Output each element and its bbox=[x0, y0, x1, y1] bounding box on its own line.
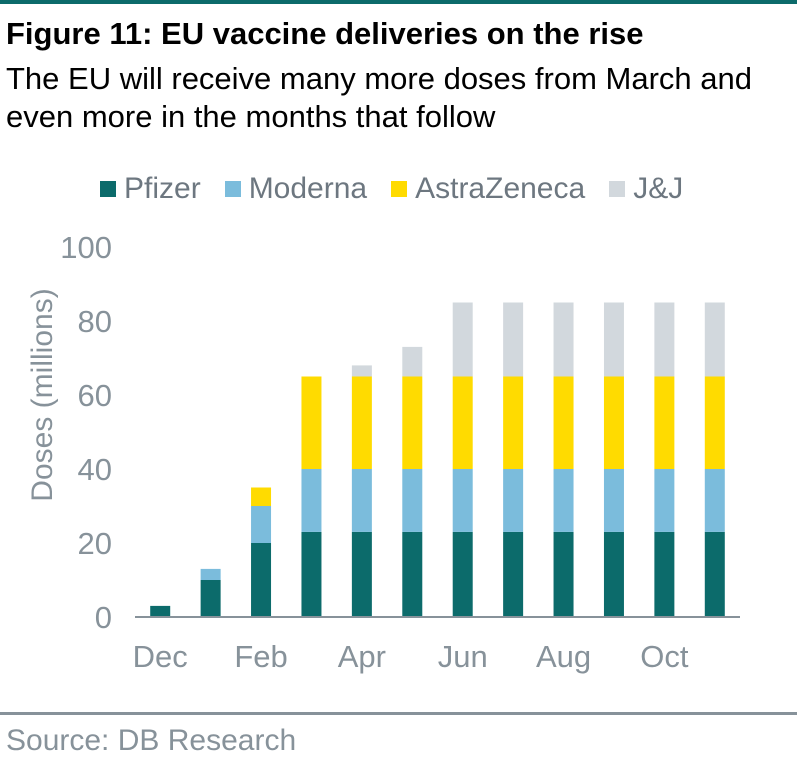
x-tick-label: Apr bbox=[338, 639, 386, 674]
bar-segment-astrazeneca-oct bbox=[654, 376, 675, 469]
legend-label-astrazeneca: AstraZeneca bbox=[415, 172, 586, 205]
bar-segment-moderna-may bbox=[402, 469, 423, 532]
legend-swatch-jj bbox=[609, 181, 626, 197]
bar-segment-pfizer-dec bbox=[150, 605, 171, 617]
y-axis-ticks: 0 20 40 60 80 100 bbox=[60, 230, 112, 635]
legend-swatch-astrazeneca bbox=[391, 181, 408, 197]
bar-segment-moderna-nov bbox=[704, 469, 725, 532]
bar-segment-moderna-apr bbox=[351, 469, 372, 532]
top-rule bbox=[0, 0, 797, 4]
x-tick-label: Jun bbox=[438, 639, 488, 674]
bar-segment-astrazeneca-apr bbox=[351, 376, 372, 469]
bar-segment-astrazeneca-sep bbox=[603, 376, 624, 469]
bar-segment-pfizer-sep bbox=[603, 531, 624, 617]
legend-label-pfizer: Pfizer bbox=[124, 172, 201, 205]
bottom-rule bbox=[0, 712, 797, 715]
bar-segment-moderna-oct bbox=[654, 469, 675, 532]
x-tick-label: Aug bbox=[536, 639, 591, 674]
y-tick-label: 100 bbox=[60, 230, 112, 265]
bar-series bbox=[150, 302, 725, 617]
legend-swatch-pfizer bbox=[100, 181, 116, 197]
bar-segment-j-j-apr bbox=[351, 365, 372, 377]
bar-segment-moderna-jun bbox=[452, 469, 473, 532]
y-tick-label: 40 bbox=[78, 452, 112, 487]
x-tick-label: Feb bbox=[234, 639, 287, 674]
figure-subtitle: The EU will receive many more doses from… bbox=[6, 61, 752, 134]
source-note: Source: DB Research bbox=[6, 724, 297, 757]
bar-segment-j-j-nov bbox=[704, 302, 725, 377]
bar-segment-j-j-jul bbox=[503, 302, 524, 377]
bar-segment-pfizer-jul bbox=[503, 531, 524, 617]
legend-item-moderna: Moderna bbox=[224, 172, 368, 206]
bar-segment-moderna-feb bbox=[251, 506, 272, 543]
y-axis-label: Doses (millions) bbox=[26, 288, 59, 501]
bar-segment-moderna-aug bbox=[553, 469, 574, 532]
bar-segment-pfizer-may bbox=[402, 531, 423, 617]
chart-legend: Pfizer Moderna AstraZeneca J&J bbox=[100, 172, 707, 206]
y-tick-label: 80 bbox=[78, 304, 112, 339]
legend-item-jj: J&J bbox=[609, 172, 683, 206]
y-tick-label: 0 bbox=[95, 600, 112, 635]
bar-segment-astrazeneca-mar bbox=[301, 376, 322, 469]
x-tick-label: Dec bbox=[133, 639, 188, 674]
legend-item-astrazeneca: AstraZeneca bbox=[391, 172, 585, 206]
stacked-bar-chart: Doses (millions) 0 20 40 60 80 100 Dec Feb Apr J… bbox=[26, 230, 740, 674]
y-tick-label: 60 bbox=[78, 378, 112, 413]
bar-segment-pfizer-oct bbox=[654, 531, 675, 617]
bar-segment-moderna-mar bbox=[301, 469, 322, 532]
bar-segment-pfizer-aug bbox=[553, 531, 574, 617]
legend-item-pfizer: Pfizer bbox=[100, 172, 201, 206]
y-tick-label: 20 bbox=[78, 526, 112, 561]
x-axis-ticks: Dec Feb Apr Jun Aug Oct bbox=[133, 639, 689, 674]
bar-segment-astrazeneca-may bbox=[402, 376, 423, 469]
bar-segment-astrazeneca-nov bbox=[704, 376, 725, 469]
bar-segment-j-j-may bbox=[402, 346, 423, 377]
bar-segment-pfizer-mar bbox=[301, 531, 322, 617]
bar-segment-pfizer-apr bbox=[351, 531, 372, 617]
bar-segment-j-j-aug bbox=[553, 302, 574, 377]
bar-segment-astrazeneca-aug bbox=[553, 376, 574, 469]
bar-segment-pfizer-jan bbox=[200, 580, 221, 617]
legend-label-moderna: Moderna bbox=[248, 172, 368, 205]
bar-segment-pfizer-jun bbox=[452, 531, 473, 617]
bar-segment-j-j-jun bbox=[452, 302, 473, 377]
bar-segment-astrazeneca-jun bbox=[452, 376, 473, 469]
bar-segment-j-j-sep bbox=[603, 302, 624, 377]
legend-swatch-moderna bbox=[224, 181, 241, 197]
figure-title: Figure 11: EU vaccine deliveries on the … bbox=[6, 16, 644, 51]
bar-segment-moderna-jan bbox=[200, 568, 221, 580]
bar-segment-j-j-oct bbox=[654, 302, 675, 377]
bar-segment-moderna-sep bbox=[603, 469, 624, 532]
bar-segment-moderna-jul bbox=[503, 469, 524, 532]
x-tick-label: Oct bbox=[640, 639, 689, 674]
bar-segment-astrazeneca-feb bbox=[251, 487, 272, 506]
bar-segment-astrazeneca-jul bbox=[503, 376, 524, 469]
bar-segment-pfizer-feb bbox=[251, 543, 272, 617]
legend-label-jj: J&J bbox=[633, 172, 684, 205]
bar-segment-pfizer-nov bbox=[704, 531, 725, 617]
